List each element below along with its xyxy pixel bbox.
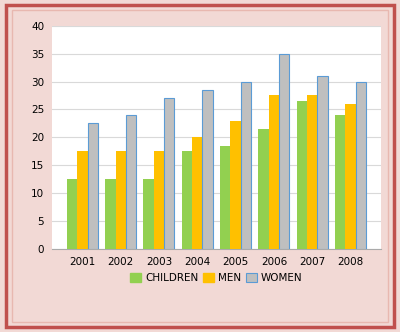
Bar <box>241 82 251 249</box>
Bar <box>335 115 345 249</box>
Bar <box>202 90 213 249</box>
Bar <box>105 179 116 249</box>
Bar <box>356 82 366 249</box>
Bar <box>164 98 174 249</box>
Legend: CHILDREN, MEN, WOMEN: CHILDREN, MEN, WOMEN <box>126 269 307 288</box>
Bar <box>279 53 290 249</box>
Bar <box>258 129 269 249</box>
Bar <box>307 96 317 249</box>
Bar <box>345 104 356 249</box>
Bar <box>269 96 279 249</box>
Bar <box>126 115 136 249</box>
Bar <box>77 151 88 249</box>
Bar <box>182 151 192 249</box>
Bar <box>220 146 230 249</box>
Bar <box>67 179 77 249</box>
Bar <box>144 179 154 249</box>
Bar <box>154 151 164 249</box>
Bar <box>317 76 328 249</box>
Bar <box>88 124 98 249</box>
Bar <box>230 121 241 249</box>
Bar <box>192 137 202 249</box>
Bar <box>297 101 307 249</box>
Bar <box>116 151 126 249</box>
